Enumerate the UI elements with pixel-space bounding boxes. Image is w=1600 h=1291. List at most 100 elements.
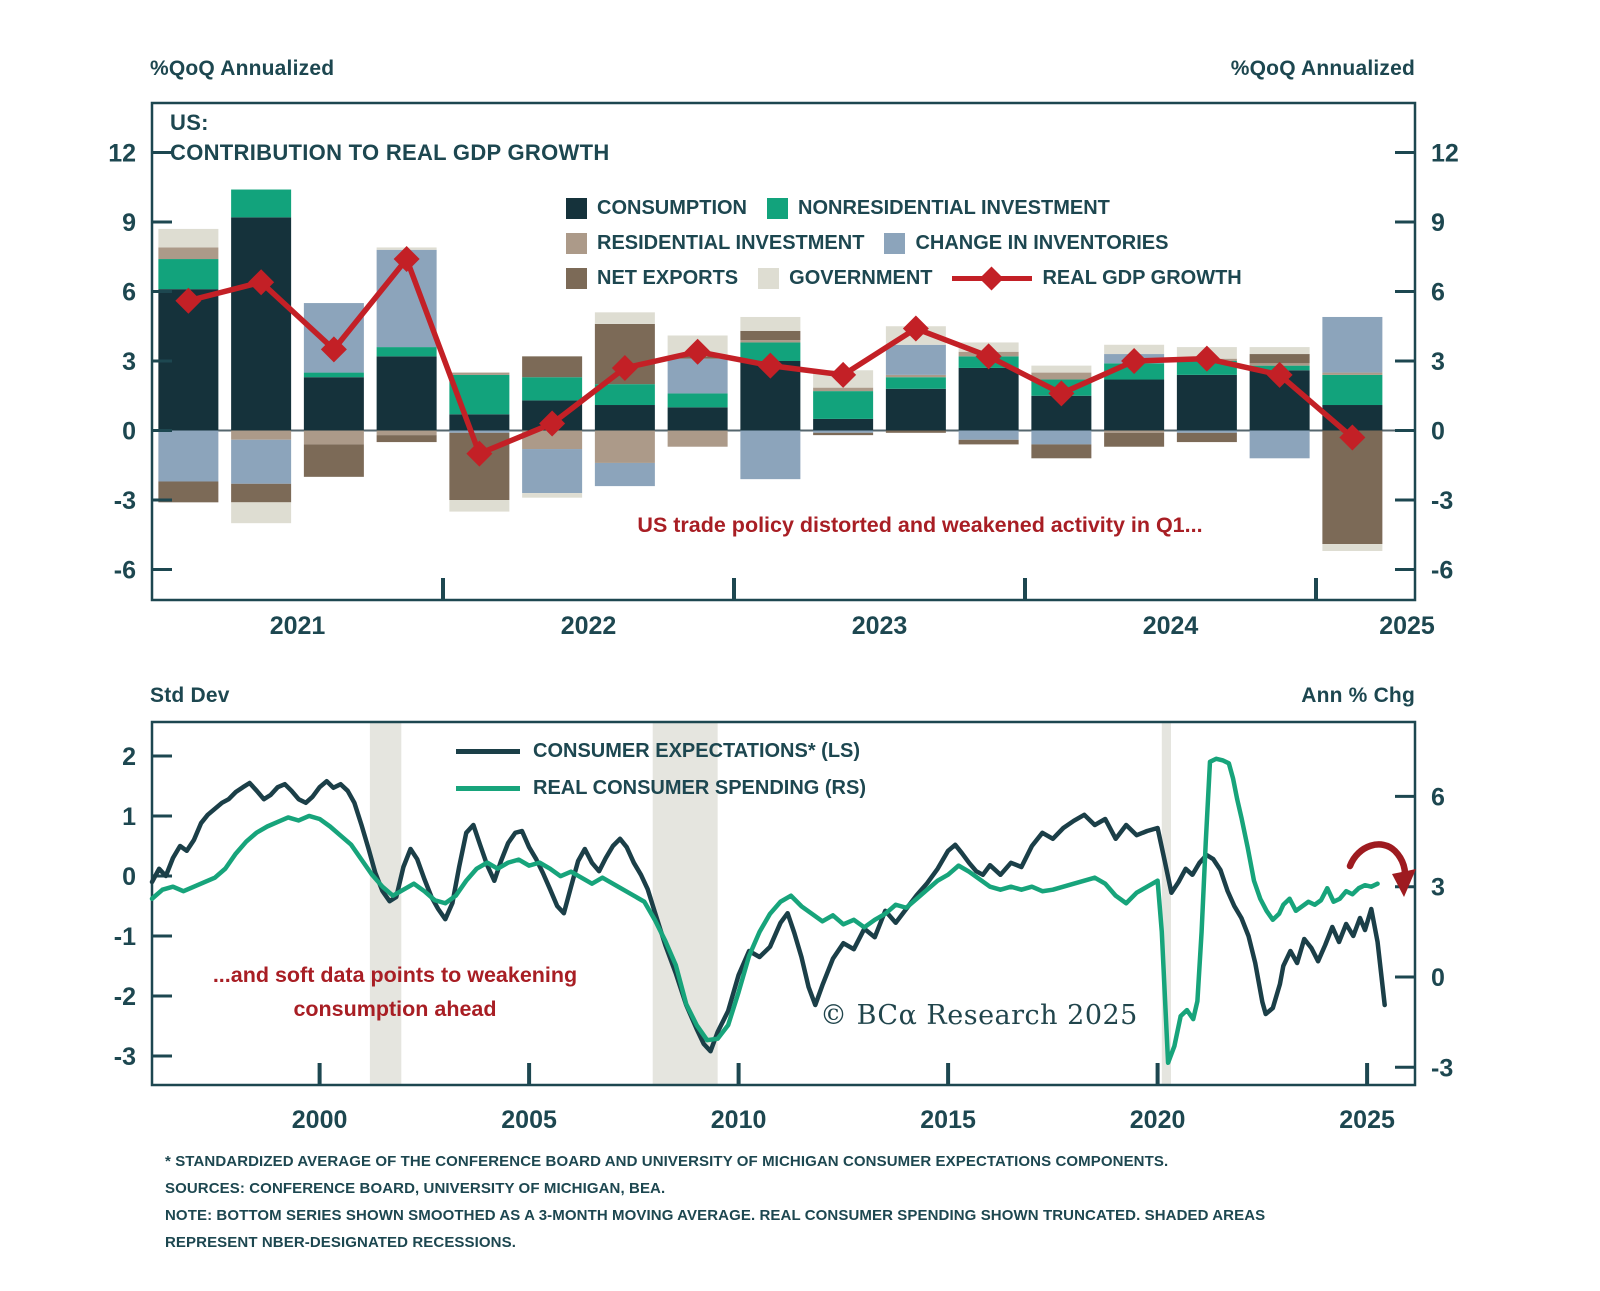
top-chart-annotation: US trade policy distorted and weakened a…	[637, 513, 1203, 537]
legend-item-real-consumer-spending: REAL CONSUMER SPENDING (RS)	[456, 777, 866, 800]
svg-text:0: 0	[122, 418, 136, 446]
expectations-line-sample-icon	[456, 749, 520, 754]
legend-label: CONSUMER EXPECTATIONS* (LS)	[533, 740, 861, 762]
bottom-axis-unit-left: Std Dev	[150, 684, 230, 707]
svg-text:2025: 2025	[1379, 612, 1435, 640]
legend-label: REAL CONSUMER SPENDING (RS)	[533, 777, 866, 799]
legend-item-net-exports: NET EXPORTS	[566, 267, 738, 290]
svg-text:6: 6	[1431, 278, 1445, 306]
svg-text:3: 3	[1431, 348, 1445, 376]
legend-item-residential: RESIDENTIAL INVESTMENT	[566, 232, 864, 255]
gdp-marker	[1048, 380, 1075, 407]
legend-label: CONSUMPTION	[597, 197, 747, 219]
legend-label: NET EXPORTS	[597, 267, 739, 289]
svg-text:9: 9	[1431, 209, 1445, 237]
bca-research-watermark: © BCα Research 2025	[820, 1000, 1138, 1031]
real-consumer-spending-line	[149, 756, 1380, 1066]
gdp-marker	[539, 410, 566, 437]
svg-text:-6: -6	[114, 557, 136, 585]
bottom-axis-unit-right: Ann % Chg	[1301, 684, 1415, 707]
svg-text:0: 0	[122, 863, 136, 891]
svg-text:3: 3	[1431, 874, 1445, 902]
gdp-line-sample-icon	[952, 265, 1033, 291]
svg-text:6: 6	[1431, 783, 1445, 811]
legend-item-government: GOVERNMENT	[758, 267, 932, 290]
gdp-marker	[902, 315, 929, 342]
gdp-marker	[611, 354, 638, 381]
gdp-marker	[757, 352, 784, 379]
government-swatch-icon	[758, 268, 780, 289]
svg-text:2025: 2025	[1339, 1106, 1395, 1134]
legend-item-inventories: CHANGE IN INVENTORIES	[884, 232, 1168, 255]
svg-text:12: 12	[1431, 139, 1459, 167]
gdp-marker	[1193, 345, 1220, 372]
svg-text:12: 12	[108, 139, 136, 167]
svg-text:6: 6	[122, 278, 136, 306]
svg-text:-2: -2	[114, 983, 136, 1011]
legend-item-real-gdp-growth: REAL GDP GROWTH	[952, 265, 1242, 291]
bottom-chart-legend: CONSUMER EXPECTATIONS* (LS) REAL CONSUME…	[456, 740, 866, 814]
svg-text:2010: 2010	[711, 1106, 767, 1134]
legend-item-nonresidential: NONRESIDENTIAL INVESTMENT	[767, 197, 1110, 220]
footnote-line: * STANDARDIZED AVERAGE OF THE CONFERENCE…	[165, 1153, 1169, 1170]
top-axis-unit-right: %QoQ Annualized	[1230, 57, 1415, 80]
top-axis-unit-left: %QoQ Annualized	[150, 57, 335, 80]
net-exports-swatch-icon	[566, 268, 587, 289]
gdp-marker	[248, 269, 275, 296]
legend-label: NONRESIDENTIAL INVESTMENT	[798, 197, 1110, 219]
svg-text:2015: 2015	[920, 1106, 976, 1134]
svg-text:2024: 2024	[1143, 612, 1199, 640]
nonresidential-swatch-icon	[767, 198, 788, 219]
svg-text:2000: 2000	[292, 1106, 348, 1134]
top-chart-title-line2: CONTRIBUTION TO REAL GDP GROWTH	[170, 140, 610, 165]
svg-text:0: 0	[1431, 418, 1445, 446]
top-chart-plot: 12 12 9 9 6 6 3 3 0 0 -3 -3 -6 -6 2021 2022 2023 2024 2025	[108, 101, 1459, 640]
svg-text:-3: -3	[114, 1043, 136, 1071]
legend-label: CHANGE IN INVENTORIES	[915, 232, 1169, 254]
gdp-marker	[1339, 424, 1366, 451]
svg-text:0: 0	[1431, 964, 1445, 992]
spending-line-sample-icon	[456, 786, 520, 791]
svg-text:2023: 2023	[852, 612, 908, 640]
svg-text:-3: -3	[1431, 487, 1453, 515]
gdp-marker	[175, 287, 202, 314]
svg-text:-3: -3	[114, 487, 136, 515]
gdp-marker	[1121, 347, 1148, 374]
inventories-swatch-icon	[884, 233, 906, 254]
gdp-contribution-bars	[158, 189, 1383, 551]
consumer-expectations-line	[149, 778, 1387, 1054]
svg-text:3: 3	[122, 348, 136, 376]
recession-band	[369, 722, 402, 1085]
consumption-swatch-icon	[566, 198, 587, 219]
legend-label: REAL GDP GROWTH	[1042, 267, 1242, 289]
bottom-chart-annotation: ...and soft data points to weakening con…	[212, 963, 578, 1021]
legend-item-consumer-expectations: CONSUMER EXPECTATIONS* (LS)	[456, 740, 866, 763]
svg-text:2: 2	[122, 743, 136, 771]
top-chart-title-line1: US:	[170, 110, 209, 135]
gdp-marker	[393, 246, 420, 273]
svg-text:-6: -6	[1431, 557, 1453, 585]
svg-text:-3: -3	[1431, 1054, 1453, 1082]
gdp-marker	[466, 440, 493, 467]
downturn-arrow-icon	[1346, 841, 1416, 897]
footnote-line: REPRESENT NBER-DESIGNATED RECESSIONS.	[165, 1234, 516, 1251]
svg-text:1: 1	[122, 803, 136, 831]
gdp-marker	[320, 336, 347, 363]
svg-text:2005: 2005	[501, 1106, 557, 1134]
recession-band	[652, 722, 718, 1085]
gdp-marker	[684, 338, 711, 365]
residential-swatch-icon	[566, 233, 587, 254]
legend-item-consumption: CONSUMPTION	[566, 197, 747, 220]
svg-text:2020: 2020	[1130, 1106, 1186, 1134]
recession-band	[1161, 722, 1172, 1085]
legend-label: RESIDENTIAL INVESTMENT	[597, 232, 865, 254]
svg-text:2021: 2021	[270, 612, 326, 640]
top-chart-title: US: CONTRIBUTION TO REAL GDP GROWTH	[170, 108, 610, 168]
svg-text:-1: -1	[114, 923, 136, 951]
gdp-marker	[830, 361, 857, 388]
bottom-chart-plot: 2 1 0 -1 -2 -3 6 3 0 -3 2000 2005 2010 2015 2020 2025	[114, 720, 1453, 1134]
top-chart-legend: CONSUMPTION NONRESIDENTIAL INVESTMENT RE…	[566, 197, 1242, 302]
real-gdp-growth-line	[175, 246, 1366, 467]
